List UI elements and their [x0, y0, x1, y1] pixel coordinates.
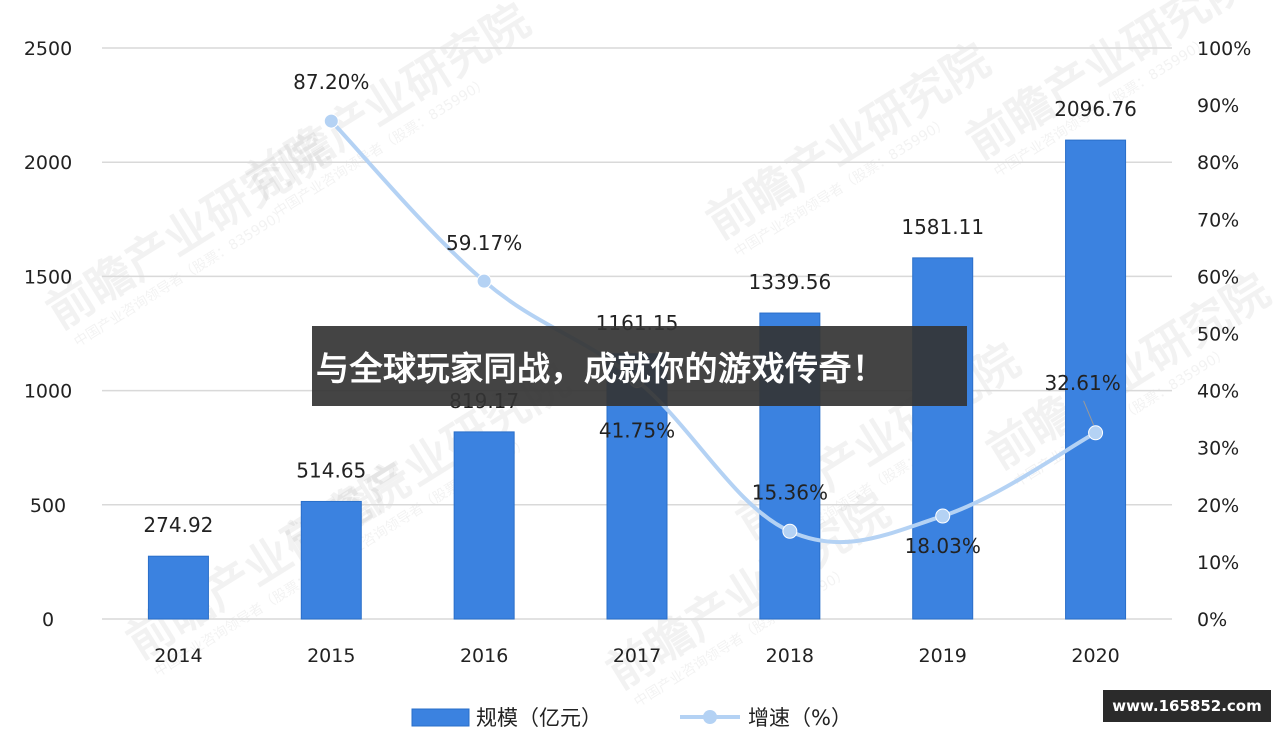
- y-left-tick-label: 500: [30, 495, 66, 517]
- y-right-tick-label: 10%: [1197, 552, 1239, 574]
- label-leader-line: [1083, 400, 1095, 425]
- growth-value-label: 32.61%: [1044, 371, 1120, 395]
- bar-2015: [300, 500, 362, 620]
- y-right-tick-label: 0%: [1197, 609, 1227, 631]
- bar-value-label: 1581.11: [901, 215, 984, 239]
- y-right-tick-label: 50%: [1197, 324, 1239, 346]
- legend-bar-swatch: [411, 708, 470, 727]
- growth-point-2016: [476, 273, 492, 289]
- x-tick-label: 2018: [766, 645, 814, 667]
- x-tick-label: 2014: [154, 645, 202, 667]
- x-tick-label: 2017: [613, 645, 661, 667]
- bar-2020: [1065, 139, 1127, 620]
- axis-labels: 0 500 1000 1500 2000 2500 0% 10% 20% 30% 40% 50% 60%…: [24, 38, 1252, 667]
- bar-series: [147, 139, 1127, 620]
- growth-value-label: 18.03%: [905, 534, 981, 558]
- y-right-tick-label: 30%: [1197, 438, 1239, 460]
- x-tick-label: 2019: [919, 645, 967, 667]
- bar-value-label: 2096.76: [1054, 97, 1137, 121]
- y-right-tick-label: 60%: [1197, 266, 1239, 288]
- y-right-tick-label: 40%: [1197, 381, 1239, 403]
- y-right-tick-label: 70%: [1197, 209, 1239, 231]
- growth-value-label: 59.17%: [446, 231, 522, 255]
- x-tick-label: 2016: [460, 645, 508, 667]
- legend-line-label: 增速（%）: [748, 706, 852, 730]
- y-right-tick-label: 20%: [1197, 495, 1239, 517]
- legend: 规模（亿元） 增速（%）: [411, 706, 852, 730]
- bar-value-label: 274.92: [143, 513, 213, 537]
- site-url-badge[interactable]: www.165852.com: [1103, 690, 1271, 722]
- growth-point-2019: [935, 508, 951, 524]
- x-tick-label: 2020: [1071, 645, 1119, 667]
- growth-line-path: [329, 119, 1098, 545]
- growth-value-label: 41.75%: [599, 419, 675, 443]
- growth-value-label: 87.20%: [293, 70, 369, 94]
- y-left-tick-label: 0: [42, 609, 54, 631]
- x-tick-label: 2015: [307, 645, 355, 667]
- y-right-tick-label: 90%: [1197, 95, 1239, 117]
- bar-value-label: 1339.56: [748, 270, 831, 294]
- legend-line-marker: [703, 710, 717, 724]
- bar-2016: [453, 431, 515, 620]
- y-left-tick-label: 1000: [24, 381, 72, 403]
- watermark-text: 前瞻产业研究院: [237, 0, 539, 209]
- growth-value-label: 15.36%: [752, 480, 828, 504]
- growth-point-2018: [782, 523, 798, 539]
- y-left-tick-label: 1500: [24, 266, 72, 288]
- legend-bar-label: 规模（亿元）: [476, 706, 602, 730]
- y-left-tick-label: 2000: [24, 152, 72, 174]
- promo-banner-text: 与全球玩家同战，成就你的游戏传奇！: [316, 349, 886, 388]
- bar-value-label: 514.65: [296, 458, 366, 482]
- growth-point-2020: [1088, 425, 1104, 441]
- growth-point-2015: [323, 113, 339, 129]
- bar-2019: [912, 257, 974, 620]
- y-left-tick-label: 2500: [24, 38, 72, 60]
- promo-banner[interactable]: 与全球玩家同战，成就你的游戏传奇！: [312, 326, 967, 406]
- y-right-tick-label: 100%: [1197, 38, 1251, 60]
- y-right-tick-label: 80%: [1197, 152, 1239, 174]
- bar-2014: [147, 555, 209, 620]
